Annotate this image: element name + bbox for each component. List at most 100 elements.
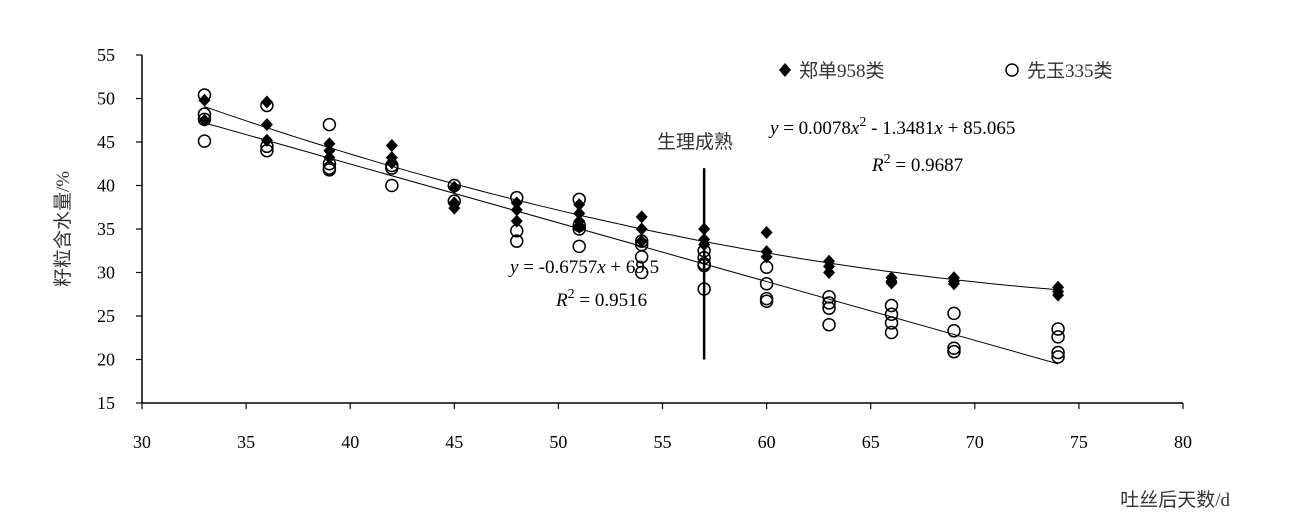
- x-tick-label: 55: [654, 432, 672, 452]
- r-squared-quadratic: R2 = 0.9687: [871, 152, 963, 176]
- r2-exp: 2: [568, 287, 575, 302]
- equation-linear: y = -0.6757x + 69.5: [508, 257, 659, 278]
- r1-R: R: [871, 155, 884, 176]
- r1-val: = 0.9687: [891, 155, 963, 176]
- equation-quadratic: y = 0.0078x2 - 1.3481x + 85.065: [768, 115, 1015, 139]
- data-point-circle: [260, 98, 274, 113]
- data-point-circle: [634, 265, 649, 280]
- data-point-circle: [572, 218, 586, 233]
- eq1-exp: 2: [859, 115, 866, 130]
- data-point-circle: [634, 250, 649, 264]
- data-point-circle: [572, 192, 586, 207]
- x-tick-label: 45: [445, 432, 463, 452]
- data-point-circle: [1051, 350, 1065, 364]
- data-point-diamond: [635, 222, 648, 236]
- y-axis-label: 籽粒含水量/%: [52, 171, 74, 287]
- x-tick-label: 65: [862, 432, 880, 452]
- data-point-diamond: [823, 266, 836, 279]
- x-tick-label: 50: [549, 432, 567, 452]
- data-point-diamond: [1052, 288, 1065, 302]
- data-point-circle: [822, 296, 836, 310]
- legend: 郑单958类 先玉335类: [779, 60, 1113, 82]
- data-point-circle: [759, 260, 774, 275]
- x-tick-label: 80: [1174, 432, 1192, 452]
- y-tick-label: 20: [97, 350, 115, 370]
- data-point-diamond: [635, 234, 648, 248]
- data-point-circle: [510, 223, 524, 238]
- data-point-circle: [572, 239, 586, 254]
- eq1-end: + 85.065: [943, 118, 1015, 139]
- eq2-end: + 69.5: [606, 257, 659, 278]
- data-point-diamond: [573, 206, 586, 220]
- data-point-diamond: [260, 118, 273, 132]
- legend-marker-circle: [1005, 63, 1019, 77]
- eq2-x: x: [596, 257, 606, 278]
- data-point-circle: [385, 178, 399, 193]
- series-circles: [197, 88, 1065, 364]
- data-point-diamond: [635, 210, 648, 224]
- data-point-circle: [884, 307, 899, 322]
- data-point-circle: [322, 117, 337, 132]
- fit-line-linear: [204, 122, 1059, 365]
- data-point-circle: [260, 143, 274, 158]
- data-point-circle: [197, 112, 212, 127]
- y-tick-label: 40: [97, 176, 115, 196]
- r1-exp: 2: [884, 152, 891, 167]
- data-point-circle: [1051, 322, 1065, 336]
- eq1-x1: x: [850, 118, 860, 139]
- fit-line-quadratic: [204, 106, 1059, 291]
- legend-marker-diamond: [779, 63, 791, 77]
- data-point-circle: [197, 88, 212, 102]
- legend-label-series1: 郑单958类: [799, 60, 885, 82]
- x-tick-label: 60: [758, 432, 776, 452]
- eq1-y: y: [768, 118, 779, 139]
- y-tick-label: 15: [97, 393, 115, 413]
- eq2-part: = -0.6757: [518, 257, 597, 278]
- data-point-circle: [884, 325, 899, 340]
- data-point-diamond: [510, 214, 523, 228]
- data-point-circle: [947, 341, 961, 355]
- data-point-circle: [447, 178, 462, 193]
- x-axis-label: 吐丝后天数/d: [1120, 489, 1230, 511]
- x-tick-label: 70: [966, 432, 984, 452]
- data-point-circle: [947, 324, 961, 338]
- data-point-diamond: [385, 138, 398, 152]
- eq1-part: = 0.0078: [778, 118, 850, 139]
- eq1-mid: - 1.3481: [866, 118, 934, 139]
- data-point-diamond: [510, 203, 523, 217]
- y-tick-label: 45: [97, 132, 115, 152]
- data-point-diamond: [760, 225, 773, 239]
- data-point-circle: [759, 294, 774, 308]
- data-point-circle: [385, 161, 399, 175]
- data-point-circle: [572, 222, 586, 236]
- data-point-circle: [260, 139, 274, 154]
- x-tick-label: 30: [133, 432, 151, 452]
- data-point-circle: [759, 277, 774, 291]
- r2-R: R: [555, 290, 568, 311]
- eq1-x2: x: [933, 118, 943, 139]
- data-point-circle: [322, 157, 337, 171]
- data-point-circle: [822, 317, 836, 332]
- data-point-circle: [759, 291, 774, 306]
- data-point-circle: [947, 344, 961, 359]
- data-point-circle: [1051, 345, 1065, 360]
- data-point-diamond: [448, 201, 461, 215]
- data-point-diamond: [947, 277, 960, 291]
- x-tick-label: 75: [1070, 432, 1088, 452]
- x-tick-label: 35: [237, 432, 255, 452]
- y-tick-label: 50: [97, 89, 115, 109]
- eq2-y: y: [508, 257, 519, 278]
- data-point-circle: [1051, 330, 1065, 344]
- y-tick-label: 55: [97, 45, 115, 65]
- data-point-circle: [322, 163, 337, 177]
- data-point-circle: [822, 301, 836, 315]
- y-ticks: 15 20 25 30 35 40 45 50 55: [97, 45, 142, 413]
- data-point-diamond: [885, 276, 898, 290]
- data-point-diamond: [760, 250, 773, 264]
- data-point-diamond: [510, 196, 523, 210]
- y-tick-label: 35: [97, 219, 115, 239]
- data-point-circle: [197, 107, 212, 121]
- r2-val: = 0.9516: [575, 290, 647, 311]
- data-point-circle: [197, 134, 212, 148]
